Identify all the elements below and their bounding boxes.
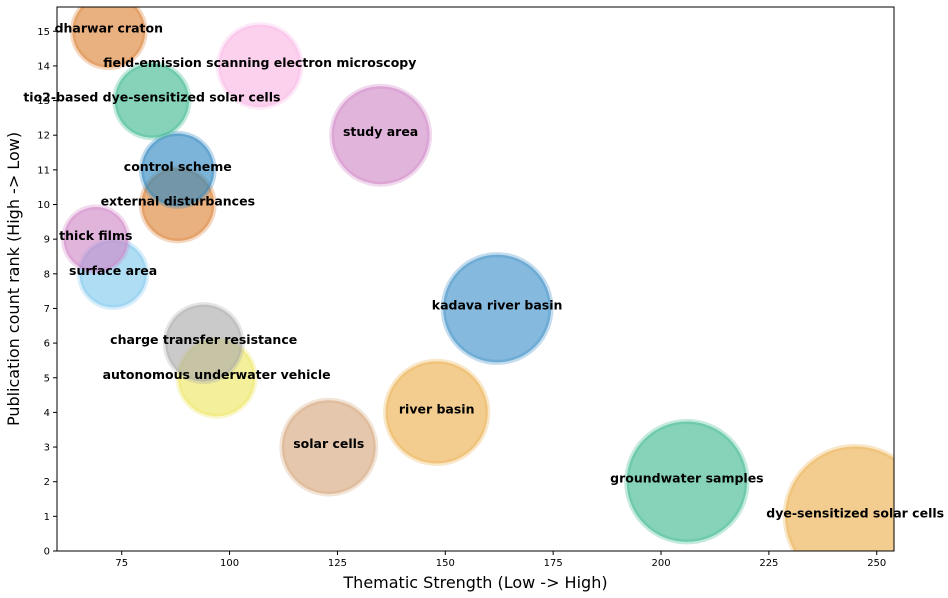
bubbles-layer	[61, 7, 894, 551]
bubble-14	[69, 7, 148, 71]
x-tick-label-1: 100	[220, 558, 239, 569]
bubble-label-10: control scheme	[124, 159, 232, 174]
bubble-label-0: dye-sensitized solar cells	[766, 505, 944, 520]
bubble-label-14: dharwar craton	[55, 20, 163, 35]
bubble-3	[383, 358, 491, 466]
x-tick-label-3: 150	[436, 558, 455, 569]
x-tick-label-5: 200	[651, 558, 670, 569]
bubble-label-3: river basin	[399, 401, 475, 416]
bubble-label-13: field-emission scanning electron microsc…	[103, 55, 416, 70]
y-tick-label-5: 5	[44, 373, 50, 384]
bubble-2	[279, 397, 379, 497]
x-tick-label-2: 125	[328, 558, 347, 569]
x-tick-label-0: 75	[115, 558, 128, 569]
bubble-13	[215, 22, 304, 110]
bubble-label-5: charge transfer resistance	[110, 332, 297, 347]
y-tick-label-1: 1	[44, 512, 50, 523]
bubble-label-11: study area	[343, 124, 418, 139]
y-tick-label-4: 4	[44, 408, 50, 419]
plot-frame	[56, 6, 895, 552]
bubble-label-8: thick films	[59, 228, 132, 243]
y-tick-label-7: 7	[44, 304, 50, 315]
y-tick-label-11: 11	[37, 165, 50, 176]
bubble-11	[329, 83, 433, 187]
y-tick-label-13: 13	[37, 96, 50, 107]
y-tick-label-2: 2	[44, 477, 50, 488]
y-axis-title: Publication count rank (High -> Low)	[4, 132, 23, 426]
y-tick-label-12: 12	[37, 131, 50, 142]
x-tick-label-4: 175	[544, 558, 563, 569]
bubble-1	[624, 419, 750, 545]
x-tick-label-7: 250	[867, 558, 886, 569]
y-tick-label-9: 9	[44, 235, 50, 246]
x-axis-title: Thematic Strength (Low -> High)	[342, 573, 607, 592]
bubble-10	[138, 131, 217, 209]
y-tick-label-15: 15	[37, 27, 50, 38]
bubble-labels: dye-sensitized solar cells groundwater sa…	[23, 20, 944, 520]
y-tick-label-8: 8	[44, 269, 50, 280]
bubble-5	[162, 302, 245, 385]
y-tick-label-14: 14	[37, 61, 50, 72]
bubble-label-9: external disturbances	[101, 194, 255, 209]
bubble-label-6: kadava river basin	[432, 298, 563, 313]
bubble-0	[782, 443, 894, 551]
y-tick-label-3: 3	[44, 443, 50, 454]
bubble-label-12: tio2-based dye-sensitized solar cells	[23, 90, 280, 105]
y-tick-label-6: 6	[44, 339, 50, 350]
bubble-label-4: autonomous underwater vehicle	[103, 367, 331, 382]
bubble-12	[112, 61, 192, 141]
bubble-8	[61, 204, 131, 274]
y-tick-label-0: 0	[44, 547, 50, 558]
bubble-label-2: solar cells	[293, 436, 364, 451]
bubble-label-1: groundwater samples	[610, 471, 763, 486]
x-tick-label-6: 225	[759, 558, 778, 569]
y-tick-label-10: 10	[37, 200, 50, 211]
bubble-6	[440, 252, 554, 365]
bubble-label-7: surface area	[69, 263, 157, 278]
axis-ticks: 75 100 125 150 175 200 225 25001234567891011121…	[37, 27, 886, 569]
